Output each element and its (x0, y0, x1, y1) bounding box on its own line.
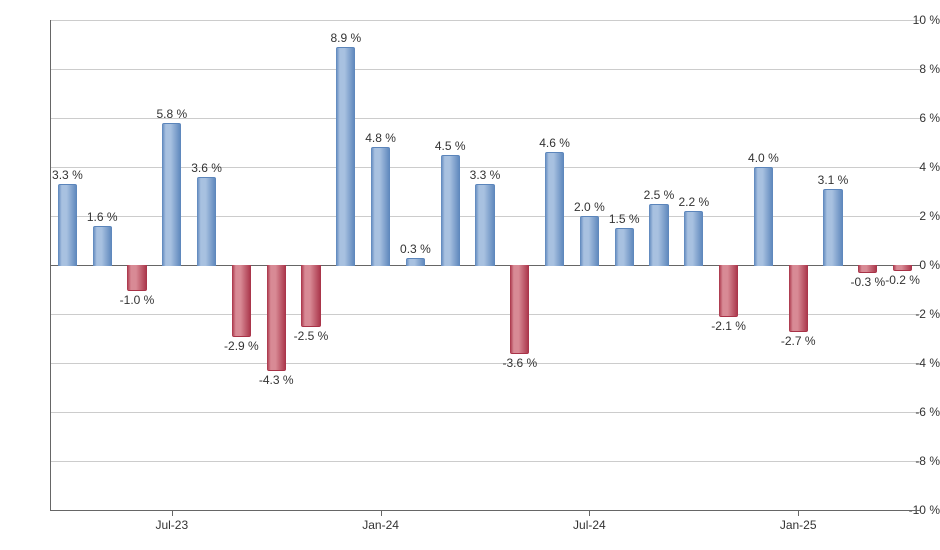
grid-line (50, 412, 920, 413)
bar-value-label: 2.2 % (678, 195, 709, 209)
bar (58, 184, 77, 266)
bar-value-label: -2.5 % (294, 329, 329, 343)
x-tick-label: Jan-25 (780, 518, 817, 532)
bar (545, 152, 564, 266)
bar (649, 204, 668, 266)
grid-line (50, 20, 920, 21)
bar-value-label: 3.3 % (470, 168, 501, 182)
bar (232, 265, 251, 337)
bar-value-label: -2.1 % (711, 319, 746, 333)
bar-value-label: 4.5 % (435, 139, 466, 153)
x-tick-label: Jul-24 (573, 518, 606, 532)
bar (580, 216, 599, 266)
x-tick-label: Jul-23 (155, 518, 188, 532)
bar (615, 228, 634, 266)
bar-value-label: 3.3 % (52, 168, 83, 182)
bar (336, 47, 355, 266)
bar (719, 265, 738, 317)
y-axis (50, 20, 51, 510)
bar-value-label: -1.0 % (120, 293, 155, 307)
bar-value-label: 8.9 % (330, 31, 361, 45)
grid-line (50, 363, 920, 364)
bar-value-label: 3.6 % (191, 161, 222, 175)
bar (754, 167, 773, 266)
bar-value-label: -2.7 % (781, 334, 816, 348)
grid-line (50, 69, 920, 70)
bar (301, 265, 320, 327)
bar (162, 123, 181, 266)
bar-value-label: 1.6 % (87, 210, 118, 224)
bar (823, 189, 842, 266)
y-tick-label: 2 % (896, 209, 940, 223)
bar (510, 265, 529, 354)
bar-value-label: -2.9 % (224, 339, 259, 353)
x-tick-label: Jan-24 (362, 518, 399, 532)
grid-line (50, 461, 920, 462)
bar-value-label: 3.1 % (818, 173, 849, 187)
bar-value-label: -0.3 % (850, 275, 885, 289)
y-tick-label: -6 % (896, 405, 940, 419)
bar (197, 177, 216, 266)
y-tick-label: 8 % (896, 62, 940, 76)
y-tick-label: 10 % (896, 13, 940, 27)
y-tick-label: -2 % (896, 307, 940, 321)
bar-value-label: 4.0 % (748, 151, 779, 165)
bar-value-label: -3.6 % (502, 356, 537, 370)
y-tick-label: 4 % (896, 160, 940, 174)
y-tick-label: -8 % (896, 454, 940, 468)
bar-value-label: -4.3 % (259, 373, 294, 387)
bar-value-label: 0.3 % (400, 242, 431, 256)
bar-value-label: -0.2 % (885, 273, 920, 287)
bar (127, 265, 146, 291)
bar-value-label: 1.5 % (609, 212, 640, 226)
bar (684, 211, 703, 266)
bar (858, 265, 877, 273)
bar (406, 258, 425, 266)
bar (475, 184, 494, 266)
bar (93, 226, 112, 266)
bar (893, 265, 912, 271)
bar-value-label: 4.8 % (365, 131, 396, 145)
bar-value-label: 2.0 % (574, 200, 605, 214)
bar-value-label: 2.5 % (644, 188, 675, 202)
bar (371, 147, 390, 266)
y-tick-label: 6 % (896, 111, 940, 125)
x-axis (50, 510, 920, 511)
bar (267, 265, 286, 371)
bar-value-label: 4.6 % (539, 136, 570, 150)
percent-change-bar-chart: -10 %-8 %-6 %-4 %-2 %0 %2 %4 %6 %8 %10 %… (0, 0, 940, 550)
y-tick-label: -4 % (896, 356, 940, 370)
bar-value-label: 5.8 % (156, 107, 187, 121)
bar (441, 155, 460, 266)
bar (789, 265, 808, 332)
